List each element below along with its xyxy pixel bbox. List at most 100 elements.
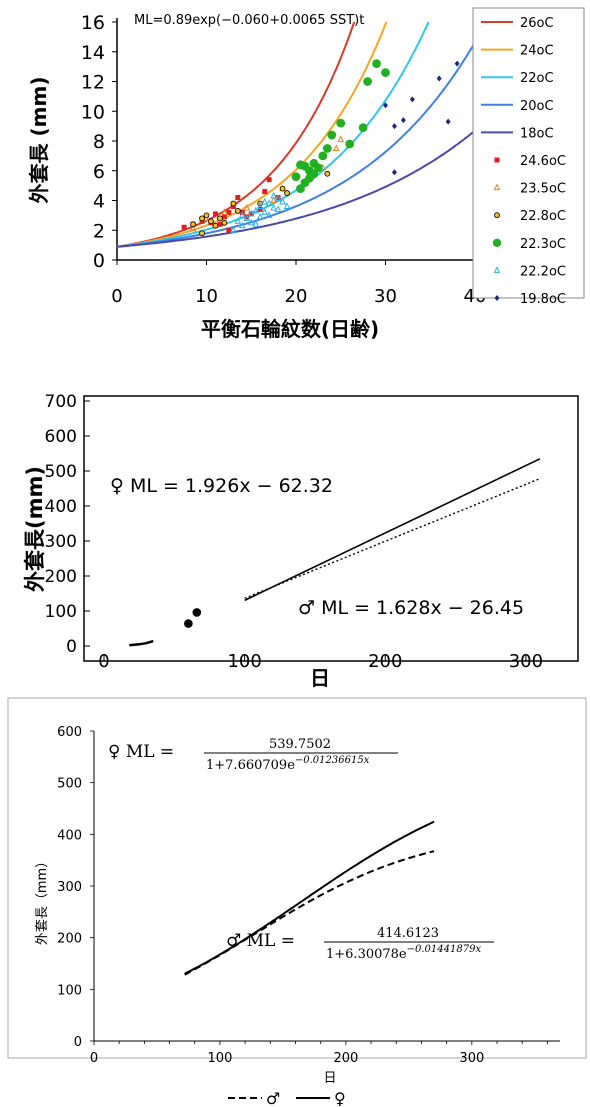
- x-tick-label: 0: [90, 1051, 98, 1066]
- y-tick-label: 14: [81, 42, 105, 64]
- point-19.8oC: [445, 118, 451, 125]
- point-22.2oC: [252, 206, 260, 214]
- x-tick-label: 0: [98, 651, 109, 672]
- point-22.8oC: [234, 208, 241, 214]
- point-22.8oC: [199, 215, 205, 222]
- point-24.6oC: [262, 189, 268, 195]
- legend: ♂ ♀: [228, 1089, 346, 1107]
- data-point: [192, 608, 202, 617]
- y-tick-label: 200: [57, 932, 82, 947]
- point-19.8oC: [383, 102, 388, 109]
- point-22.8oC: [217, 215, 223, 222]
- x-ticks: 0 100 200 300: [98, 651, 543, 672]
- legend-label-♂: ♂: [266, 1089, 280, 1107]
- point-22.2oC: [283, 202, 291, 209]
- y-tick-label: 0: [93, 250, 105, 272]
- point-22.8oC: [279, 185, 286, 192]
- x-tick-label: 10: [195, 286, 218, 307]
- legend-swatch-22.3oC: [492, 238, 502, 247]
- point-22.2oC: [270, 191, 277, 199]
- y-tick-label: 700: [45, 392, 77, 412]
- point-24.6oC: [212, 211, 218, 217]
- y-axis-label: 外套長（mm）: [34, 855, 50, 945]
- point-22.3oC: [318, 151, 328, 161]
- curve-18oC: [116, 129, 476, 248]
- line-♂: [244, 477, 541, 599]
- line-♀: [244, 458, 541, 602]
- chart-logistic-growth: 0 100 200 300 0 100 200 300 400 500 600 ♀ ML = 53…: [7, 697, 587, 1107]
- y-tick-label: 0: [74, 1035, 82, 1050]
- point-24.6oC: [217, 221, 223, 227]
- x-tick-label: 100: [208, 1051, 233, 1066]
- data-points: [184, 608, 202, 628]
- y-tick-label: 600: [57, 725, 82, 740]
- y-ticks: 0 100 200 300 400 500 600: [57, 725, 94, 1050]
- y-tick-label: 100: [45, 602, 77, 622]
- y-tick-label: 300: [57, 880, 82, 895]
- legend-label-♀: ♀: [334, 1089, 346, 1107]
- y-ticks: 0 2 4 6 8 10 12 14 16: [81, 12, 117, 272]
- point-22.8oC: [199, 230, 205, 237]
- legend-swatch-22.2oC: [493, 266, 501, 273]
- point-22.3oC: [345, 139, 355, 149]
- point-19.8oC: [454, 60, 460, 67]
- early-growth-curve: [129, 639, 154, 647]
- legend-label-20oC: 20oC: [520, 99, 554, 114]
- x-tick-label: 30: [374, 286, 397, 307]
- point-23.5oC: [221, 208, 228, 215]
- point-22.8oC: [230, 200, 237, 207]
- point-22.2oC: [256, 202, 264, 209]
- point-24.6oC: [226, 209, 232, 215]
- curve-24oC: [116, 21, 388, 248]
- female-eq-numerator: 539.7502: [269, 737, 331, 752]
- point-23.5oC: [270, 196, 277, 203]
- legend-label-24oC: 24oC: [520, 44, 554, 59]
- x-tick-label: 0: [111, 286, 122, 307]
- y-tick-label: 500: [57, 777, 82, 792]
- point-22.8oC: [208, 218, 214, 225]
- y-tick-label: 4: [93, 191, 105, 213]
- y-ticks: 0 100 200 300 400 500 600 700: [45, 392, 90, 657]
- logistic-curves: [184, 820, 435, 976]
- legend-label-22oC: 22oC: [520, 71, 554, 86]
- point-24.6oC: [230, 203, 236, 209]
- male-equation: ♂ ML = 1.628x − 26.45: [298, 597, 524, 619]
- legend-swatch-23.5oC: [493, 183, 501, 191]
- point-22.3oC: [336, 118, 346, 128]
- legend-label-22.3oC: 22.3oC: [520, 237, 566, 252]
- point-24.6oC: [235, 195, 241, 201]
- x-axis-label: 平衡石輪紋数(日齢): [201, 317, 379, 341]
- point-22.2oC: [252, 220, 260, 227]
- legend-label-18oC: 18oC: [520, 126, 554, 141]
- point-22.2oC: [270, 203, 277, 211]
- point-22.2oC: [279, 197, 286, 205]
- male-eq-denominator: 1+6.30078e−0.01441879x: [326, 944, 481, 962]
- point-22.8oC: [212, 222, 219, 229]
- female-equation: ♀ ML = 1.926x − 62.32: [110, 475, 333, 497]
- point-22.2oC: [247, 218, 255, 226]
- point-24.6oC: [226, 227, 232, 233]
- point-22.3oC: [291, 172, 301, 182]
- curve-26oC: [116, 21, 356, 248]
- point-22.8oC: [221, 219, 228, 226]
- x-tick-label: 20: [285, 286, 308, 307]
- data-points: [181, 59, 460, 237]
- point-24.6oC: [221, 214, 227, 220]
- legend-label-19.8oC: 19.8oC: [520, 292, 566, 307]
- y-tick-label: 400: [45, 497, 77, 517]
- x-tick-label: 200: [368, 651, 402, 672]
- point-19.8oC: [400, 117, 406, 124]
- point-23.5oC: [337, 135, 345, 143]
- point-22.3oC: [358, 123, 368, 133]
- curve-♀: [184, 820, 435, 975]
- male-equation: ♂ ML = 414.6123 1+6.30078e−0.01441879x: [226, 926, 494, 962]
- point-23.5oC: [332, 144, 340, 151]
- y-tick-label: 300: [45, 532, 77, 552]
- legend-swatch-19.8oC: [494, 295, 500, 301]
- legend-label-26oC: 26oC: [520, 16, 554, 31]
- point-19.8oC: [409, 96, 415, 103]
- curve-20oC: [116, 41, 476, 248]
- point-24.6oC: [244, 214, 250, 220]
- model-formula: ML=0.89exp(−0.060+0.0065 SST)t: [134, 13, 364, 28]
